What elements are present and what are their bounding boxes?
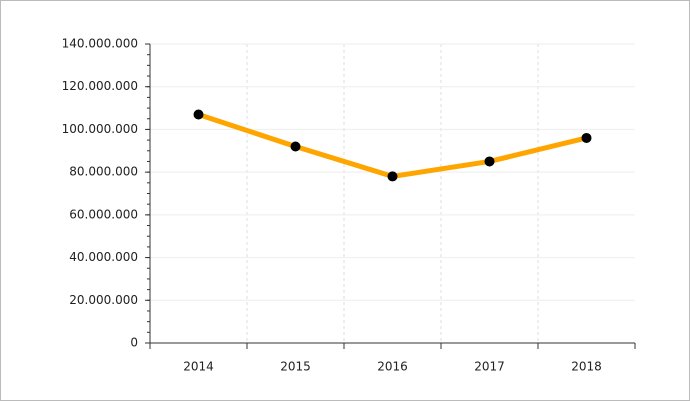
y-tick-label: 60.000.000 — [69, 207, 138, 221]
y-tick-label: 100.000.000 — [62, 122, 138, 136]
x-tick-label: 2017 — [474, 360, 505, 374]
point — [193, 109, 204, 120]
point — [290, 141, 301, 152]
point — [581, 132, 592, 143]
y-tick-label: 20.000.000 — [69, 293, 138, 307]
point — [387, 171, 398, 182]
y-tick-label: 0 — [130, 336, 138, 350]
y-tick-label: 40.000.000 — [69, 250, 138, 264]
x-tick-label: 2016 — [377, 360, 408, 374]
x-tick-label: 2014 — [183, 360, 214, 374]
y-tick-label: 120.000.000 — [62, 79, 138, 93]
y-tick-label: 140.000.000 — [62, 37, 138, 51]
point — [484, 156, 495, 167]
x-tick-label: 2018 — [571, 360, 602, 374]
y-tick-label: 80.000.000 — [69, 165, 138, 179]
x-tick-label: 2015 — [280, 360, 311, 374]
